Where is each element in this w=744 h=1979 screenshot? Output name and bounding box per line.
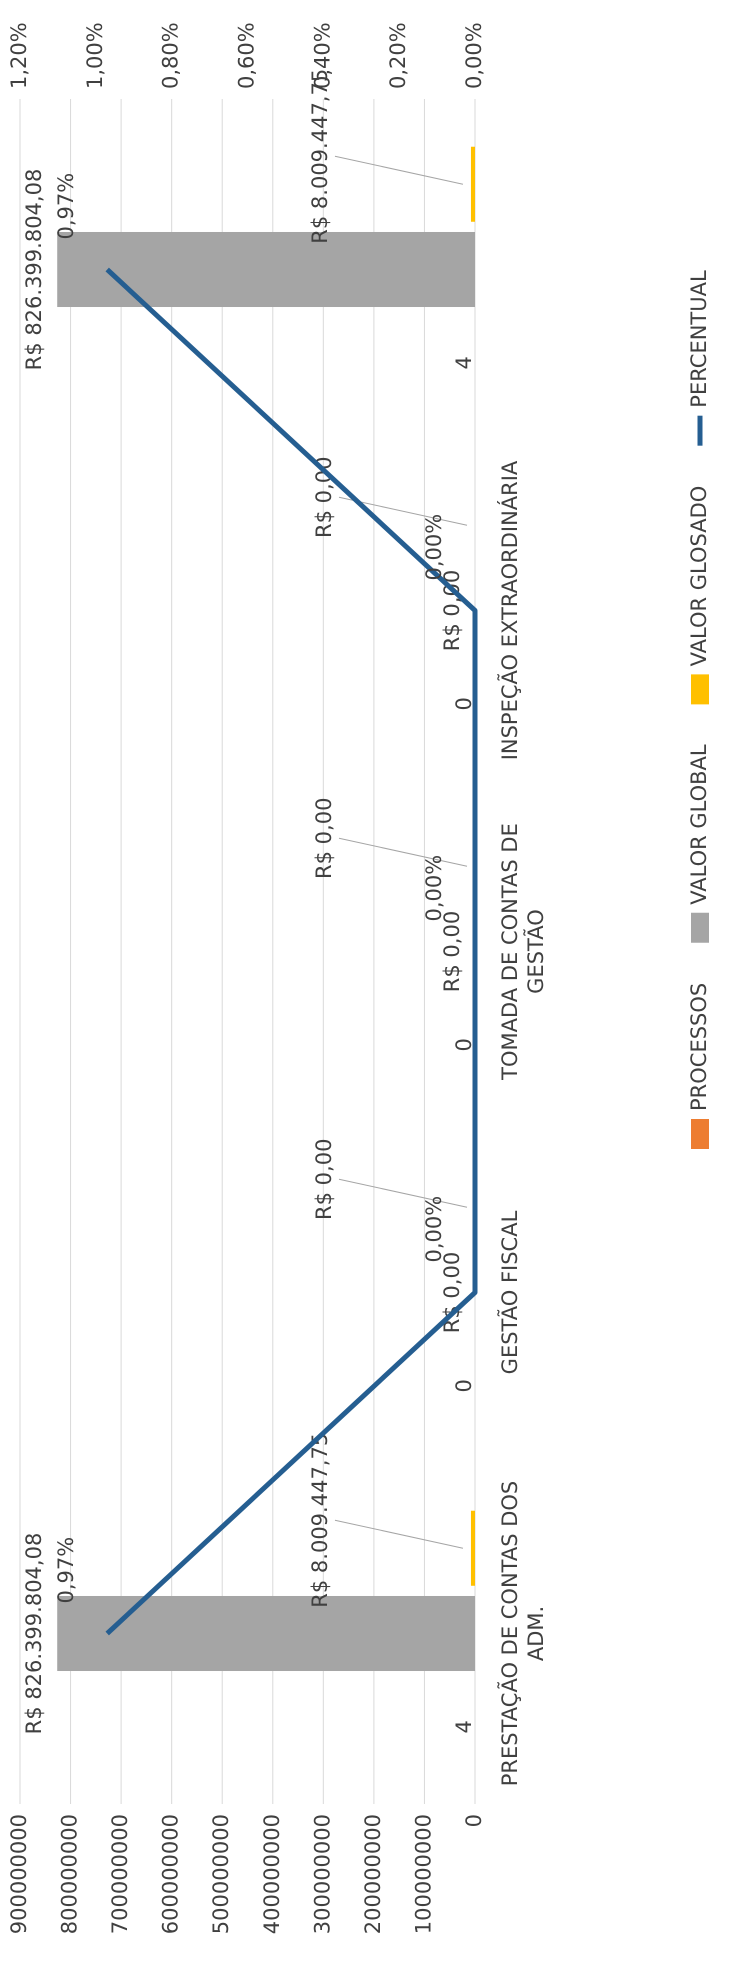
- y-tick-label: 600000000: [159, 1814, 183, 1934]
- y-tick-label: 700000000: [108, 1814, 132, 1934]
- bar: [57, 231, 476, 308]
- bar: [470, 1510, 475, 1586]
- data-label: 0: [452, 697, 476, 710]
- y2-tick-label: 0,80%: [159, 22, 183, 89]
- y-tick-label: 200000000: [361, 1814, 385, 1934]
- data-label: 4: [452, 1720, 476, 1733]
- legend-swatch: [691, 912, 709, 943]
- y-tick-label: 800000000: [58, 1814, 82, 1934]
- y2-tick-label: 0,20%: [386, 22, 410, 89]
- data-label: R$ 0,00: [312, 1139, 336, 1220]
- x-tick-label: INSPEÇÃO EXTRAORDINÁRIA: [498, 460, 522, 761]
- data-label: R$ 826.399.804,08: [22, 1533, 46, 1735]
- data-label: 0: [452, 1379, 476, 1392]
- rotated-chart: 0 100000000 200000000 300000000 400000000 500…: [7, 22, 711, 1934]
- y2-tick-label: 1,20%: [7, 22, 31, 89]
- data-label: 0,97%: [54, 173, 78, 240]
- y-tick-label: 500000000: [209, 1814, 233, 1934]
- y-tick-label: 400000000: [260, 1814, 284, 1934]
- y2-tick-label: 0,60%: [235, 22, 259, 89]
- data-label: 0,00%: [422, 514, 446, 581]
- data-label: R$ 826.399.804,08: [22, 169, 46, 371]
- y2-tick-label: 1,00%: [83, 22, 107, 89]
- x-tick-label: PRESTAÇÃO DE CONTAS DOS ADM.: [498, 1480, 548, 1787]
- leader-line: [334, 1519, 464, 1549]
- data-label: 4: [452, 356, 476, 369]
- legend-label: PERCENTUAL: [687, 270, 711, 408]
- legend-label: VALOR GLOSADO: [687, 486, 711, 667]
- y-tick-label: 900000000: [7, 1814, 31, 1934]
- y-tick-label: 100000000: [411, 1814, 435, 1934]
- y2-tick-label: 0,00%: [462, 22, 486, 89]
- line-series: [105, 267, 478, 1636]
- y-tick-label: 0: [462, 1814, 486, 1827]
- leader-line: [338, 1178, 468, 1208]
- data-label: R$ 0,00: [440, 911, 464, 992]
- data-label: 0,00%: [422, 855, 446, 922]
- x-tick-label-box: INSPEÇÃO EXTRAORDINÁRIA: [498, 460, 522, 761]
- y2-tick-label: 0,40%: [310, 22, 334, 89]
- data-label: 0: [452, 1038, 476, 1051]
- data-label: R$ 0,00: [312, 798, 336, 879]
- x-tick-label-box: TOMADA DE CONTAS DE GESTÃO: [498, 823, 548, 1080]
- x-tick-label: GESTÃO FISCAL: [498, 1210, 522, 1375]
- data-label: R$ 8.009.447,75: [308, 1433, 332, 1608]
- data-label: 0,97%: [54, 1537, 78, 1604]
- x-tick-label-box: GESTÃO FISCAL: [498, 1210, 522, 1375]
- leader-line: [334, 155, 464, 185]
- data-label: R$ 8.009.447,75: [308, 69, 332, 244]
- legend-swatch: [691, 674, 709, 705]
- bar: [57, 1595, 476, 1672]
- x-tick-label: TOMADA DE CONTAS DE GESTÃO: [498, 823, 548, 1080]
- legend-label: PROCESSOS: [687, 983, 711, 1111]
- legend-label: VALOR GLOBAL: [687, 744, 711, 905]
- data-label: 0,00%: [422, 1196, 446, 1263]
- bar: [470, 146, 475, 222]
- y-tick-label: 300000000: [310, 1814, 334, 1934]
- x-tick-label-box: PRESTAÇÃO DE CONTAS DOS ADM.: [498, 1480, 548, 1787]
- legend-swatch: [691, 1119, 709, 1149]
- leader-line: [338, 837, 468, 867]
